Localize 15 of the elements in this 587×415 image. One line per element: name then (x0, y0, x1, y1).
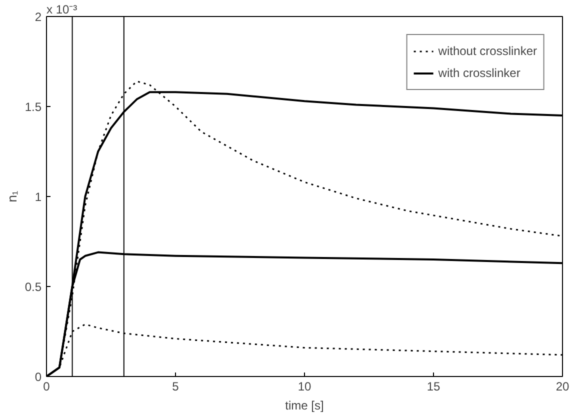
annotation: x 10⁻³ (46, 2, 78, 16)
y-tick-label: 1.5 (24, 100, 42, 114)
x-tick-label: 10 (298, 380, 312, 394)
x-tick-label: 5 (172, 380, 180, 394)
x-tick-label: 15 (426, 380, 440, 394)
x-tick-label: 20 (556, 380, 570, 394)
legend-label: without crosslinker (438, 44, 537, 58)
y-tick-label: 2 (34, 10, 42, 24)
legend-label: with crosslinker (438, 66, 520, 80)
x-axis-title: time [s] (285, 398, 324, 412)
y-axis-title: n₁ (4, 190, 20, 202)
y-tick-label: 1 (34, 190, 42, 204)
y-tick-label: 0 (34, 370, 42, 384)
x-tick-label: 0 (43, 380, 50, 394)
y-tick-label: 0.5 (24, 280, 42, 294)
